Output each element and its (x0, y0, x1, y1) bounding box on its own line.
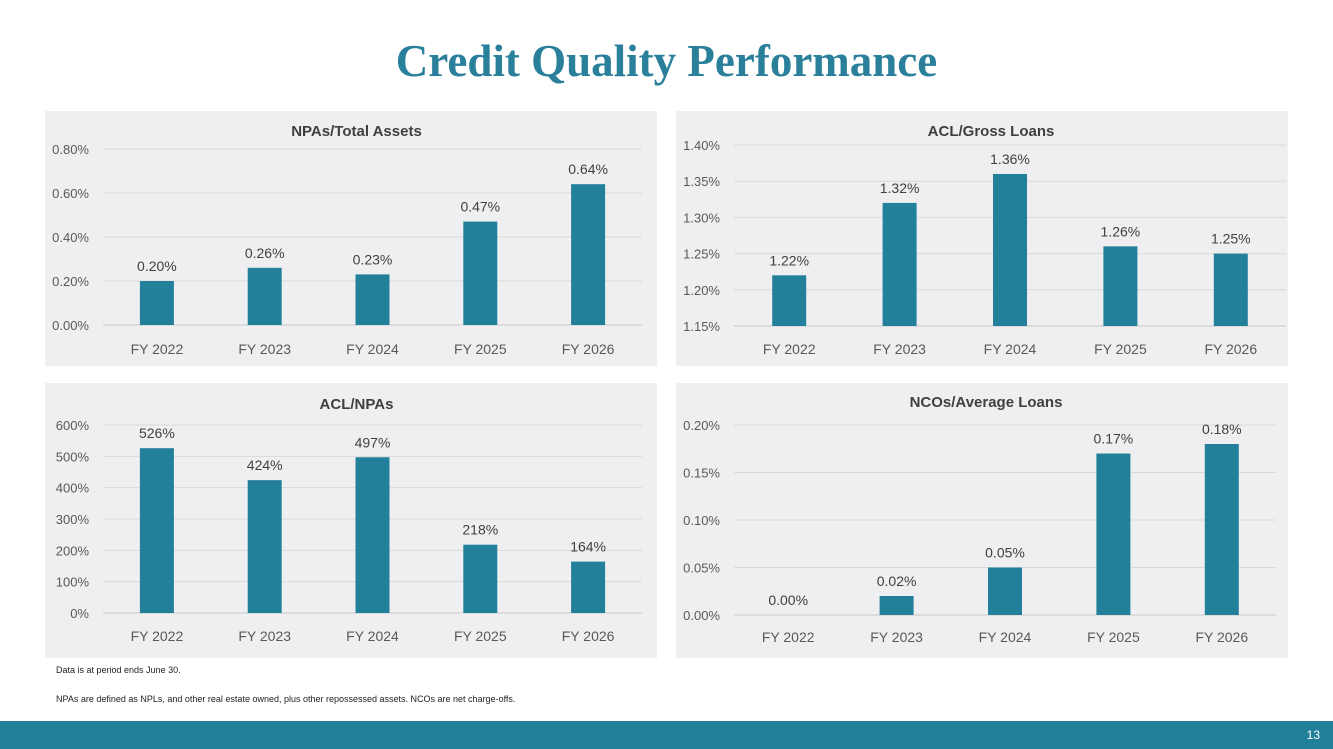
bar-fy-2024 (355, 274, 390, 325)
bar-fy-2022 (772, 275, 807, 326)
bar-fy-2026 (571, 184, 606, 325)
y-tick-label: 1.15% (683, 319, 720, 334)
y-tick-label: 1.30% (683, 210, 720, 225)
chart-svg: NCOs/Average Loans 0.00% 0.05% 0.10% 0.15% 0.… (683, 394, 1276, 645)
bar-fy-2024 (993, 173, 1027, 326)
bar-fy-2022 (139, 448, 174, 613)
chart-title: ACL/NPAs (320, 396, 394, 413)
y-tick-label: 0.60% (52, 186, 89, 201)
x-tick-label: FY 2023 (870, 629, 923, 645)
data-label: 1.26% (1101, 223, 1141, 239)
chart-panel-ncos-average-loans: NCOs/Average Loans 0.00% 0.05% 0.10% 0.15% 0.… (676, 383, 1288, 658)
bar-fy-2026 (571, 561, 606, 613)
y-tick-label: 400% (56, 481, 90, 496)
data-label: 1.25% (1211, 231, 1251, 247)
y-tick-label: 500% (56, 449, 90, 464)
bar-fy-2023 (247, 480, 282, 613)
y-tick-label: 1.20% (683, 283, 720, 298)
y-tick-label: 0.40% (52, 230, 89, 245)
footnote-definitions: NPAs are defined as NPLs, and other real… (56, 694, 516, 704)
data-label: 0.23% (353, 251, 393, 267)
data-label: 1.22% (769, 252, 809, 268)
y-tick-label: 0% (70, 606, 89, 621)
chart-panel-acl-npas: ACL/NPAs 0% 100% 200% 300% 400% 500% 600% 526% FY… (45, 383, 657, 658)
x-tick-label: FY 2023 (873, 341, 926, 357)
y-tick-label: 0.15% (683, 466, 720, 481)
x-tick-label: FY 2025 (1087, 629, 1140, 645)
y-tick-label: 0.00% (683, 608, 720, 623)
chart-title: ACL/Gross Loans (928, 123, 1055, 140)
x-tick-label: FY 2024 (346, 341, 399, 357)
bar-fy-2025 (1096, 453, 1131, 615)
bar-fy-2024 (355, 457, 390, 613)
data-label: 0.00% (768, 592, 808, 608)
x-tick-label: FY 2026 (1195, 629, 1248, 645)
bar-fy-2025 (463, 544, 498, 613)
x-tick-label: FY 2026 (562, 628, 615, 644)
bar-fy-2024 (988, 567, 1022, 615)
y-tick-label: 0.10% (683, 513, 720, 528)
y-tick-label: 1.25% (683, 247, 720, 262)
y-tick-label: 0.20% (52, 274, 89, 289)
x-tick-label: FY 2025 (1094, 341, 1147, 357)
data-label: 0.47% (460, 199, 500, 215)
x-tick-label: FY 2022 (762, 629, 815, 645)
chart-title: NPAs/Total Assets (291, 123, 422, 140)
x-tick-label: FY 2025 (454, 628, 507, 644)
chart-svg: ACL/NPAs 0% 100% 200% 300% 400% 500% 600% 526% FY… (56, 396, 642, 644)
data-label: 0.02% (877, 573, 917, 589)
y-tick-label: 300% (56, 512, 90, 527)
x-tick-label: FY 2025 (454, 341, 507, 357)
bar-fy-2025 (463, 221, 498, 325)
data-label: 0.18% (1202, 421, 1242, 437)
footnote-period: Data is at period ends June 30. (56, 665, 181, 675)
y-tick-label: 1.35% (683, 174, 720, 189)
x-tick-label: FY 2023 (238, 628, 291, 644)
x-tick-label: FY 2022 (131, 628, 184, 644)
data-label: 1.32% (880, 180, 920, 196)
bar-fy-2025 (1103, 246, 1138, 326)
x-tick-label: FY 2024 (346, 628, 399, 644)
y-tick-label: 0.80% (52, 142, 89, 157)
page-number: 13 (1306, 728, 1320, 742)
chart-panel-acl-gross-loans: ACL/Gross Loans 1.15% 1.20% 1.25% 1.30% 1.35%… (676, 111, 1288, 366)
data-label: 0.17% (1094, 431, 1134, 447)
y-tick-label: 0.05% (683, 561, 720, 576)
data-label: 424% (247, 457, 283, 473)
y-tick-label: 0.20% (683, 418, 720, 433)
x-tick-label: FY 2024 (979, 629, 1032, 645)
bar-fy-2022 (139, 281, 174, 325)
y-tick-label: 200% (56, 543, 90, 558)
chart-title: NCOs/Average Loans (910, 394, 1063, 411)
x-tick-label: FY 2026 (1204, 341, 1257, 357)
chart-panel-npas-total-assets: NPAs/Total Assets 0.00% 0.20% 0.40% 0.60% 0.8… (45, 111, 657, 366)
data-label: 0.26% (245, 245, 285, 261)
footer-bar: 13 (0, 721, 1333, 749)
chart-svg: NPAs/Total Assets 0.00% 0.20% 0.40% 0.60% 0.8… (52, 123, 642, 357)
bar-fy-2026 (1213, 253, 1248, 326)
bar-fy-2023 (882, 202, 917, 326)
y-tick-label: 600% (56, 418, 90, 433)
data-label: 218% (462, 522, 498, 538)
x-tick-label: FY 2022 (131, 341, 184, 357)
data-label: 526% (139, 425, 175, 441)
page-title: Credit Quality Performance (395, 36, 938, 86)
x-tick-label: FY 2022 (763, 341, 816, 357)
bar-fy-2023 (879, 596, 914, 615)
x-tick-label: FY 2023 (238, 341, 291, 357)
chart-svg: ACL/Gross Loans 1.15% 1.20% 1.25% 1.30% 1.35%… (683, 123, 1286, 357)
data-label: 0.05% (985, 545, 1025, 561)
y-tick-label: 100% (56, 575, 90, 590)
bar-fy-2023 (247, 267, 282, 325)
x-tick-label: FY 2024 (984, 341, 1037, 357)
data-label: 0.20% (137, 258, 177, 274)
y-tick-label: 1.40% (683, 138, 720, 153)
data-label: 1.36% (990, 151, 1030, 167)
bar-fy-2026 (1204, 444, 1239, 615)
data-label: 0.64% (568, 161, 608, 177)
x-tick-label: FY 2026 (562, 341, 615, 357)
data-label: 497% (355, 434, 391, 450)
y-tick-label: 0.00% (52, 318, 89, 333)
data-label: 164% (570, 539, 606, 555)
